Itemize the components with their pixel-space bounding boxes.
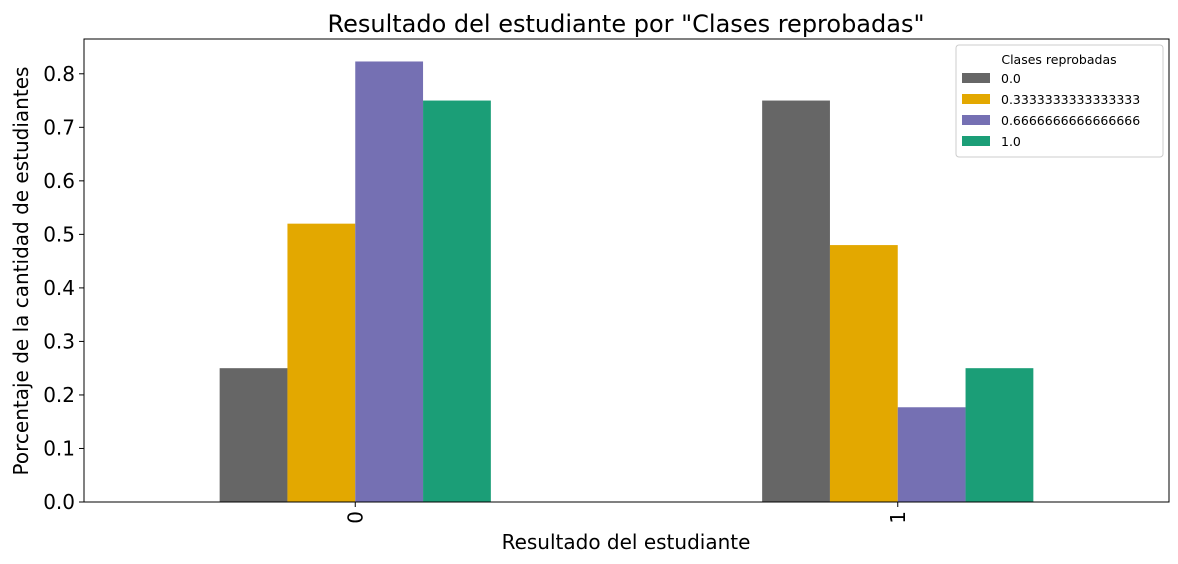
legend-label: 0.0 xyxy=(1001,71,1021,86)
legend: Clases reprobadas 0.00.33333333333333330… xyxy=(955,44,1164,158)
y-tick-label: 0.1 xyxy=(43,436,75,460)
y-tick-label: 0.0 xyxy=(43,490,75,514)
plot-frame xyxy=(83,38,1170,503)
y-tick-label: 0.3 xyxy=(43,329,75,353)
legend-label: 1.0 xyxy=(1001,134,1021,149)
x-tick-label: 1 xyxy=(886,511,910,524)
legend-swatch xyxy=(962,115,990,125)
legend-swatch xyxy=(962,94,990,104)
legend-swatch xyxy=(962,136,990,146)
legend-label: 0.3333333333333333 xyxy=(1001,92,1140,107)
bar-0-series-2 xyxy=(355,61,424,502)
bar-1-series-2 xyxy=(897,407,966,502)
y-tick-label: 0.5 xyxy=(43,222,75,246)
bar-1-series-1 xyxy=(829,245,898,502)
bar-1-series-0 xyxy=(762,100,830,503)
y-tick-label: 0.8 xyxy=(43,62,75,86)
legend-label: 0.6666666666666666 xyxy=(1001,113,1140,128)
chart-title: Resultado del estudiante por "Clases rep… xyxy=(328,10,925,38)
legend-title: Clases reprobadas xyxy=(1001,52,1116,67)
y-tick-label: 0.4 xyxy=(43,276,75,300)
bars-group xyxy=(219,61,1034,503)
y-tick-label: 0.2 xyxy=(43,383,75,407)
x-axis-label: Resultado del estudiante xyxy=(502,530,751,554)
legend-items: 0.0 0.3333333333333333 0.6666666666666666 1… xyxy=(962,71,1140,149)
x-tick-label: 0 xyxy=(343,511,367,524)
y-tick-label: 0.7 xyxy=(43,115,75,139)
bar-0-series-3 xyxy=(423,100,491,503)
bar-1-series-3 xyxy=(965,368,1034,502)
bar-0-series-1 xyxy=(287,223,356,502)
legend-box xyxy=(955,44,1164,158)
y-axis: 0.0 0.1 0.2 0.3 0.4 0.5 0.6 0.7 0.8 xyxy=(43,62,84,514)
y-axis-label: Porcentaje de la cantidad de estudiantes xyxy=(9,67,33,476)
legend-swatch xyxy=(962,73,990,83)
bar-0-series-0 xyxy=(219,368,288,502)
y-tick-label: 0.6 xyxy=(43,169,75,193)
